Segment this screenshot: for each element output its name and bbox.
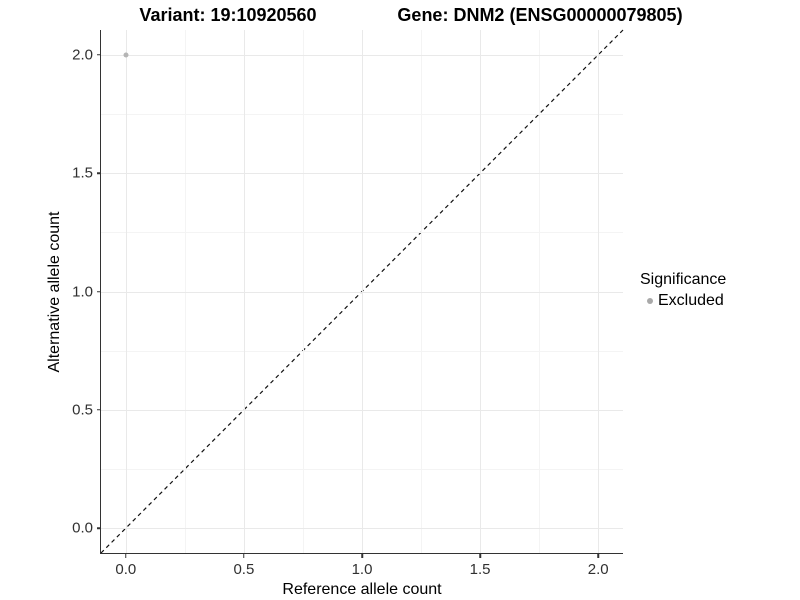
x-tick-label: 1.0 bbox=[351, 561, 373, 578]
plot-title-gene: Gene: DNM2 (ENSG00000079805) bbox=[397, 5, 683, 25]
y-tick-label: 0.0 bbox=[72, 519, 93, 537]
legend-items: Excluded bbox=[640, 292, 726, 310]
y-tick-mark bbox=[96, 172, 101, 174]
x-tick-mark bbox=[597, 553, 599, 558]
y-tick-label: 1.0 bbox=[72, 283, 93, 300]
data-point-excluded bbox=[123, 52, 129, 58]
y-tick-mark bbox=[96, 290, 101, 293]
x-tick-mark bbox=[243, 553, 245, 558]
x-tick-label: 1.5 bbox=[469, 561, 491, 578]
y-tick-mark bbox=[96, 409, 101, 411]
x-tick-mark bbox=[479, 553, 481, 558]
y-axis-title: Alternative allele count bbox=[46, 211, 63, 372]
legend: Significance Excluded bbox=[640, 270, 726, 310]
x-tick-mark bbox=[361, 553, 363, 558]
y-tick-mark bbox=[96, 54, 101, 56]
y-tick-label: 0.5 bbox=[72, 401, 93, 419]
plot-panel: Reference allele count Alternative allel… bbox=[46, 29, 624, 598]
x-tick-label: 2.0 bbox=[587, 561, 609, 578]
legend-item-label: Excluded bbox=[658, 292, 724, 309]
y-tick-label: 2.0 bbox=[72, 46, 93, 64]
legend-item: Excluded bbox=[640, 292, 726, 310]
identity-line bbox=[100, 29, 624, 554]
legend-title: Significance bbox=[640, 271, 727, 288]
x-axis-title: Reference allele count bbox=[282, 581, 442, 598]
plot-title-variant: Variant: 19:10920560 bbox=[139, 5, 317, 25]
y-tick-mark bbox=[96, 527, 101, 529]
x-tick-mark bbox=[125, 553, 127, 558]
y-tick-label: 1.5 bbox=[72, 164, 93, 182]
x-tick-label: 0.0 bbox=[115, 561, 137, 578]
x-tick-label: 0.5 bbox=[233, 561, 255, 578]
circle-icon bbox=[647, 298, 653, 304]
